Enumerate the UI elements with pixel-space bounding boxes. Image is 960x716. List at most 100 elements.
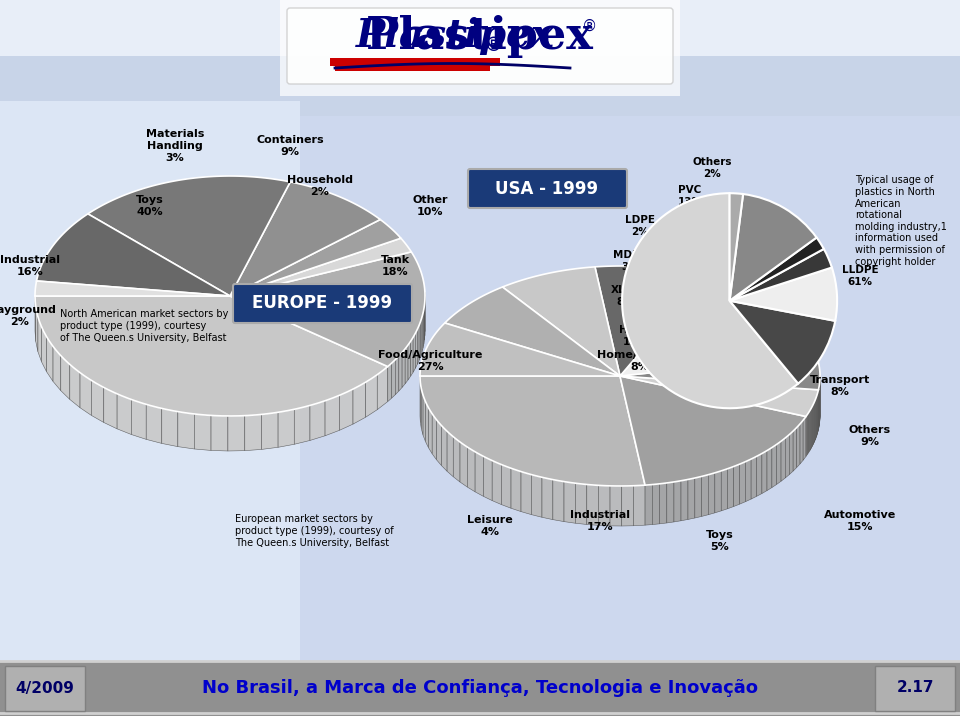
Polygon shape bbox=[587, 485, 598, 526]
Polygon shape bbox=[428, 407, 432, 454]
Polygon shape bbox=[531, 475, 542, 517]
Polygon shape bbox=[645, 485, 653, 525]
Polygon shape bbox=[60, 356, 70, 400]
FancyBboxPatch shape bbox=[287, 8, 673, 84]
Polygon shape bbox=[413, 334, 416, 372]
Polygon shape bbox=[420, 376, 645, 486]
Text: Industrial
16%: Industrial 16% bbox=[0, 255, 60, 277]
Polygon shape bbox=[511, 468, 521, 511]
Polygon shape bbox=[484, 456, 492, 500]
Polygon shape bbox=[653, 484, 660, 525]
Polygon shape bbox=[501, 465, 511, 508]
Polygon shape bbox=[91, 380, 104, 422]
Polygon shape bbox=[667, 482, 674, 523]
Polygon shape bbox=[420, 382, 421, 429]
Polygon shape bbox=[104, 387, 117, 429]
Polygon shape bbox=[804, 417, 806, 460]
Wedge shape bbox=[730, 194, 817, 301]
Bar bbox=[0, 56, 960, 116]
Polygon shape bbox=[388, 363, 392, 402]
Polygon shape bbox=[353, 382, 366, 424]
Polygon shape bbox=[162, 408, 178, 447]
Text: Others
2%: Others 2% bbox=[692, 158, 732, 179]
Polygon shape bbox=[733, 464, 739, 506]
Polygon shape bbox=[325, 395, 340, 436]
Polygon shape bbox=[598, 485, 610, 526]
Polygon shape bbox=[228, 416, 245, 451]
Text: XLPE
8%: XLPE 8% bbox=[611, 285, 639, 306]
Text: Other
10%: Other 10% bbox=[412, 195, 447, 217]
Polygon shape bbox=[178, 412, 194, 449]
Text: LLDPE
61%: LLDPE 61% bbox=[842, 265, 878, 287]
Polygon shape bbox=[702, 475, 708, 516]
Text: USA - 1999: USA - 1999 bbox=[495, 180, 599, 198]
Polygon shape bbox=[261, 412, 278, 450]
Text: Leisure
4%: Leisure 4% bbox=[468, 516, 513, 537]
Polygon shape bbox=[721, 469, 728, 511]
Polygon shape bbox=[762, 450, 767, 493]
Polygon shape bbox=[622, 485, 634, 526]
Polygon shape bbox=[47, 337, 53, 382]
Polygon shape bbox=[423, 395, 425, 442]
Text: PVC
13%: PVC 13% bbox=[678, 185, 703, 207]
Polygon shape bbox=[728, 467, 733, 509]
Polygon shape bbox=[421, 389, 423, 435]
Text: Others
9%: Others 9% bbox=[849, 425, 891, 447]
Polygon shape bbox=[595, 266, 706, 376]
Polygon shape bbox=[418, 325, 420, 364]
Text: ®: ® bbox=[582, 19, 597, 34]
Polygon shape bbox=[411, 337, 413, 376]
Polygon shape bbox=[444, 287, 620, 376]
Polygon shape bbox=[610, 486, 622, 526]
Text: Typical usage of
plastics in North
American
rotational
molding industry,1
inform: Typical usage of plastics in North Ameri… bbox=[855, 175, 947, 266]
Polygon shape bbox=[230, 252, 425, 367]
Polygon shape bbox=[422, 313, 423, 352]
Polygon shape bbox=[310, 401, 325, 440]
Wedge shape bbox=[622, 193, 798, 408]
Wedge shape bbox=[730, 238, 824, 301]
Text: Industrial
17%: Industrial 17% bbox=[570, 511, 630, 532]
Text: 4/2009: 4/2009 bbox=[15, 680, 75, 695]
Polygon shape bbox=[793, 427, 797, 471]
Polygon shape bbox=[80, 373, 91, 415]
Bar bbox=[330, 58, 500, 66]
Bar bbox=[0, 101, 300, 661]
Text: EUROPE - 1999: EUROPE - 1999 bbox=[252, 294, 392, 312]
Wedge shape bbox=[730, 268, 837, 321]
Text: Plastipex: Plastipex bbox=[355, 17, 555, 55]
Polygon shape bbox=[553, 480, 564, 521]
Polygon shape bbox=[739, 462, 746, 504]
Text: European market sectors by
product type (1999), courtesy of
The Queen.s Universi: European market sectors by product type … bbox=[235, 514, 394, 548]
Polygon shape bbox=[230, 182, 380, 296]
Polygon shape bbox=[575, 483, 587, 525]
Polygon shape bbox=[295, 405, 310, 445]
Polygon shape bbox=[392, 359, 396, 398]
Polygon shape bbox=[660, 483, 667, 524]
Text: 2.17: 2.17 bbox=[897, 680, 934, 695]
Polygon shape bbox=[785, 435, 789, 478]
Polygon shape bbox=[278, 410, 295, 448]
Polygon shape bbox=[245, 415, 261, 450]
Polygon shape bbox=[211, 415, 228, 451]
Polygon shape bbox=[751, 456, 756, 499]
Polygon shape bbox=[620, 355, 820, 390]
Polygon shape bbox=[416, 329, 418, 368]
Polygon shape bbox=[447, 431, 453, 477]
Polygon shape bbox=[41, 326, 47, 372]
Wedge shape bbox=[730, 301, 835, 384]
Polygon shape bbox=[35, 296, 388, 416]
Polygon shape bbox=[781, 438, 785, 481]
Bar bbox=[875, 666, 955, 711]
Text: Food/Agriculture
27%: Food/Agriculture 27% bbox=[378, 350, 482, 372]
FancyBboxPatch shape bbox=[233, 284, 412, 323]
Polygon shape bbox=[442, 425, 447, 471]
Polygon shape bbox=[492, 460, 501, 505]
Polygon shape bbox=[715, 471, 721, 513]
Polygon shape bbox=[708, 473, 715, 515]
Bar bbox=[0, 661, 960, 716]
Polygon shape bbox=[620, 376, 806, 485]
Bar bbox=[5, 666, 85, 711]
Polygon shape bbox=[797, 424, 800, 468]
Polygon shape bbox=[681, 480, 688, 521]
Polygon shape bbox=[36, 306, 38, 352]
